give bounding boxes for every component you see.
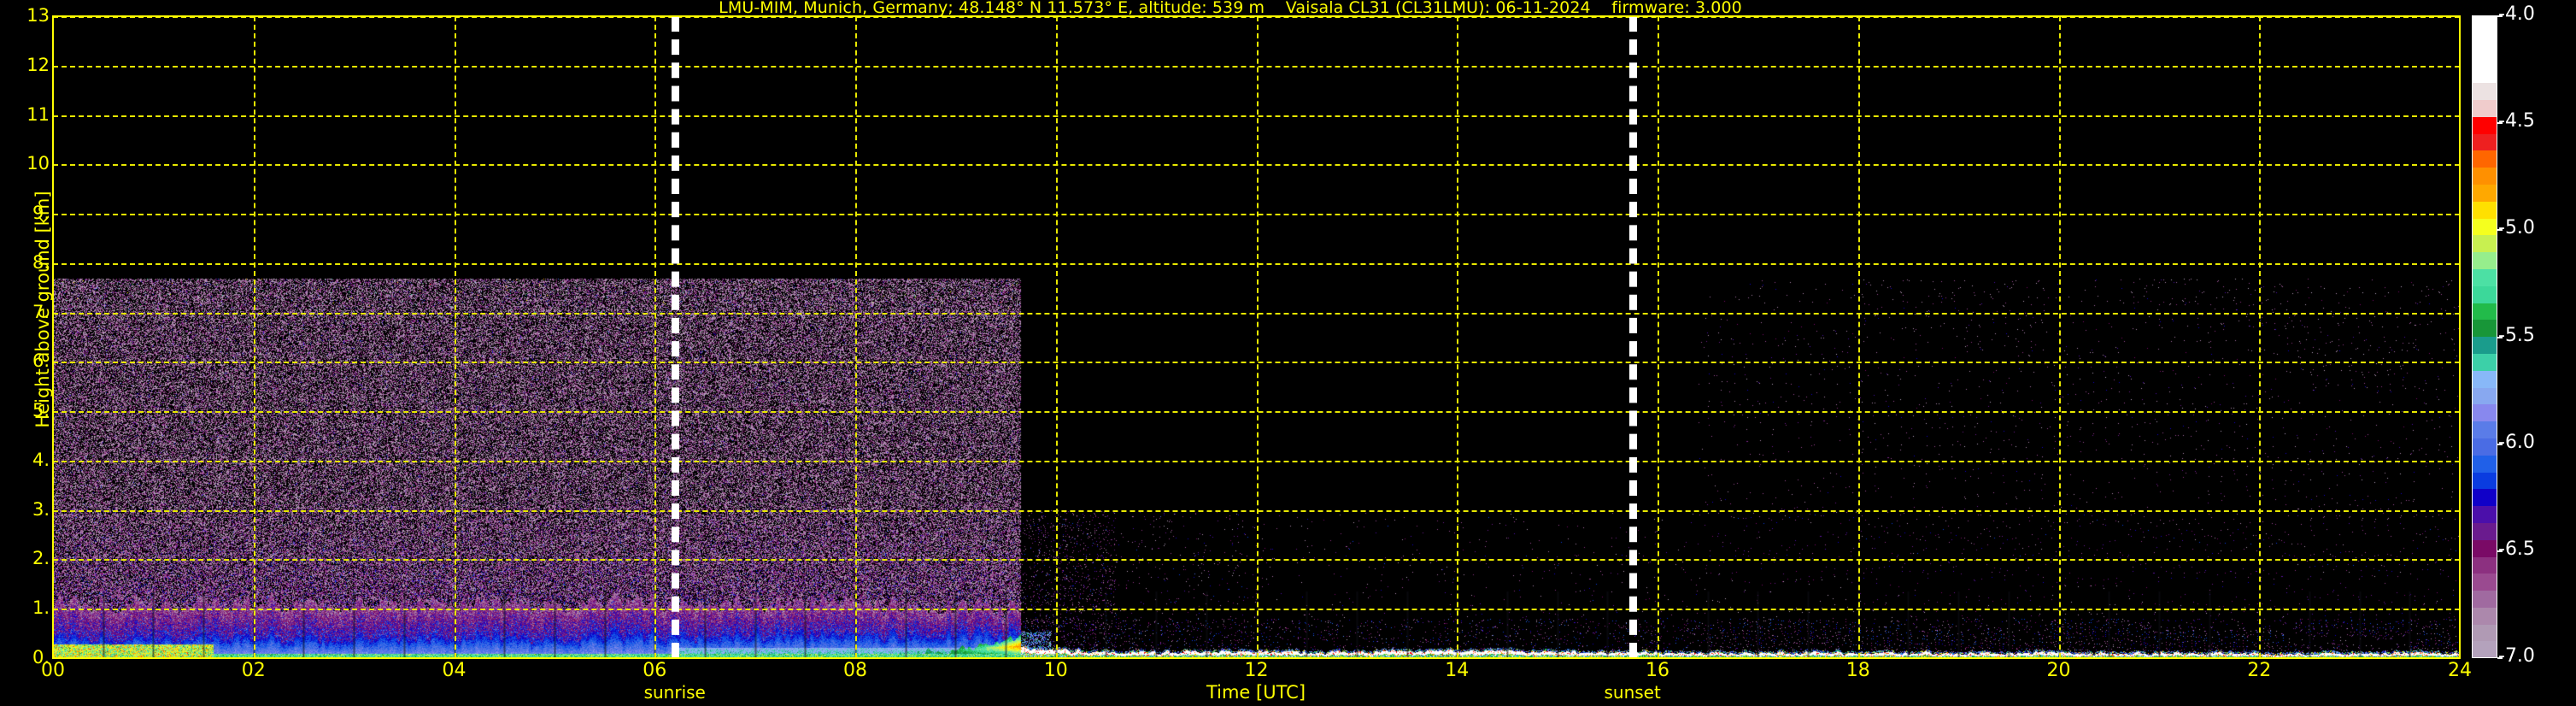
x-axis-label: Time [UTC] (1206, 682, 1306, 703)
colorbar-tick-label: -7.0 (2498, 645, 2535, 667)
x-tick-label: 06 (643, 660, 667, 681)
x-tick-label: 16 (1646, 660, 1669, 681)
x-tick-label: 12 (1244, 660, 1269, 681)
colorbar-tick-label: -4.0 (2498, 3, 2535, 25)
colorbar-swatch (2472, 150, 2497, 168)
colorbar-swatch (2472, 472, 2497, 490)
colorbar-swatch (2472, 591, 2497, 608)
event-line-sunset (1628, 16, 1637, 658)
colorbar-swatch (2472, 522, 2497, 540)
y-tick-label: 12 (26, 54, 50, 75)
colorbar-tick-label: -5.5 (2498, 324, 2535, 346)
colorbar-swatch (2472, 506, 2497, 523)
colorbar-tick-mark (2497, 229, 2503, 232)
colorbar-swatch (2472, 116, 2497, 134)
colorbar-swatch (2472, 455, 2497, 473)
colorbar-swatch (2472, 387, 2497, 405)
y-tick-label: 4. (32, 449, 50, 470)
axis-left (52, 16, 54, 659)
x-tick-label: 08 (843, 660, 867, 681)
colorbar-swatch (2472, 15, 2497, 32)
y-tick-label: 11 (26, 103, 50, 125)
colorbar-swatch (2472, 268, 2497, 286)
backscatter-heatmap (53, 16, 2460, 658)
y-tick-label: 5. (32, 400, 50, 421)
colorbar-swatch (2472, 404, 2497, 422)
x-tick-label: 10 (1043, 660, 1068, 681)
x-tick-label: 00 (41, 660, 65, 681)
colorbar-swatch (2472, 252, 2497, 269)
colorbar-swatch (2472, 370, 2497, 388)
colorbar-swatch (2472, 556, 2497, 574)
colorbar-swatch (2472, 438, 2497, 456)
colorbar-swatch (2472, 320, 2497, 338)
y-tick-label: 3. (32, 498, 50, 520)
y-tick-label: 13 (26, 5, 50, 26)
x-tick-label: 18 (1845, 660, 1870, 681)
colorbar-tick-label: -6.0 (2498, 431, 2535, 453)
colorbar-tick-label: -6.5 (2498, 538, 2535, 560)
x-tick-label: 24 (2448, 660, 2472, 681)
colorbar[interactable] (2472, 15, 2497, 659)
colorbar-swatch (2472, 168, 2497, 185)
colorbar-tick-mark (2497, 657, 2503, 659)
colorbar-swatch (2472, 303, 2497, 321)
colorbar-swatch (2472, 574, 2497, 591)
colorbar-swatch (2472, 607, 2497, 625)
plot-area[interactable] (53, 16, 2460, 658)
event-line-sunrise (671, 16, 679, 658)
colorbar-swatch (2472, 99, 2497, 117)
y-tick-label: 7. (32, 301, 50, 322)
colorbar-tick-label: -4.5 (2498, 110, 2535, 132)
y-tick-label: 0. (32, 647, 50, 668)
x-tick-label: 04 (442, 660, 466, 681)
y-tick-label: 2. (32, 548, 50, 569)
colorbar-swatch (2472, 624, 2497, 642)
colorbar-tick-mark (2497, 550, 2503, 552)
y-tick-label: 8. (32, 251, 50, 273)
colorbar-swatch (2472, 49, 2497, 67)
annotation-sunrise: sunrise (643, 682, 706, 703)
y-tick-label: 1. (32, 597, 50, 619)
colorbar-swatch (2472, 489, 2497, 507)
colorbar-swatch (2472, 32, 2497, 50)
colorbar-swatch (2472, 337, 2497, 354)
colorbar-swatch (2472, 201, 2497, 219)
x-tick-label: 14 (1445, 660, 1470, 681)
x-tick-label: 20 (2046, 660, 2071, 681)
colorbar-swatch (2472, 539, 2497, 557)
axis-top (52, 15, 2461, 17)
page-title: LMU-MIM, Munich, Germany; 48.148° N 11.5… (719, 0, 1742, 17)
y-tick-label: 10 (26, 153, 50, 174)
colorbar-tick-mark (2497, 15, 2503, 17)
colorbar-tick-mark (2497, 443, 2503, 445)
colorbar-swatch (2472, 641, 2497, 659)
colorbar-swatch (2472, 184, 2497, 202)
colorbar-swatch (2472, 66, 2497, 84)
colorbar-swatch (2472, 218, 2497, 236)
colorbar-swatch (2472, 421, 2497, 438)
colorbar-tick-label: -5.0 (2498, 217, 2535, 239)
colorbar-swatch (2472, 235, 2497, 253)
y-tick-label: 9. (32, 203, 50, 224)
colorbar-swatch (2472, 83, 2497, 100)
y-tick-label: 6. (32, 350, 50, 372)
y-axis-label: Height above ground [km] (32, 191, 53, 428)
colorbar-swatch (2472, 285, 2497, 303)
colorbar-tick-mark (2497, 122, 2503, 125)
colorbar-swatch (2472, 133, 2497, 151)
axis-bottom (52, 657, 2461, 659)
axis-right (2459, 16, 2461, 659)
colorbar-tick-mark (2497, 336, 2503, 338)
colorbar-swatch (2472, 353, 2497, 371)
x-tick-label: 22 (2247, 660, 2272, 681)
annotation-sunset: sunset (1604, 682, 1661, 703)
x-tick-label: 02 (241, 660, 266, 681)
